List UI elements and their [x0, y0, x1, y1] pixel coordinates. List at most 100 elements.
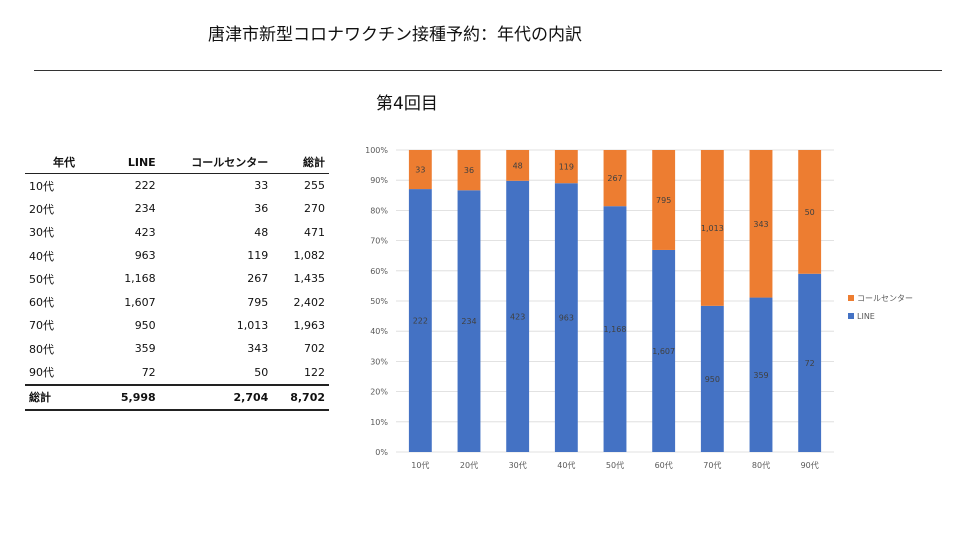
x-tick-label: 60代: [655, 460, 673, 470]
y-tick-label: 20%: [370, 388, 388, 397]
table-header-row: 年代 LINE コールセンター 総計: [25, 151, 329, 174]
data-label-callcenter: 33: [415, 166, 425, 175]
cell-age: 60代: [29, 296, 54, 310]
cell-age: 20代: [29, 202, 54, 216]
bar-line-10代: [408, 189, 432, 453]
y-tick-label: 100%: [365, 146, 388, 155]
bar-callcenter-60代: [652, 150, 676, 250]
bar-line-20代: [457, 190, 481, 452]
cell-total: 270: [304, 202, 325, 216]
cell-total-line: 5,998: [103, 383, 160, 411]
data-label-callcenter: 267: [607, 174, 622, 183]
data-label-callcenter: 48: [513, 161, 523, 170]
bar-line-70代: [700, 305, 724, 452]
bar-line-60代: [652, 249, 676, 452]
cell-age: 50代: [29, 272, 54, 286]
cell-line: 72: [141, 365, 156, 379]
cell-total-label: 総計: [25, 383, 103, 411]
legend-swatch: [848, 313, 854, 319]
data-label-line: 963: [559, 314, 574, 323]
data-label-callcenter: 1,013: [701, 224, 724, 233]
cell-line: 963: [134, 249, 156, 263]
bar-line-80代: [749, 297, 773, 452]
page-title: 唐津市新型コロナワクチン接種予約：年代の内訳: [208, 25, 582, 45]
data-label-callcenter: 50: [805, 208, 815, 217]
y-tick-label: 60%: [370, 267, 388, 276]
data-label-callcenter: 119: [559, 163, 574, 172]
y-tick-label: 10%: [370, 418, 388, 427]
table-row: 70代 950 1,013 1,963: [25, 314, 329, 337]
bar-callcenter-20代: [457, 150, 481, 191]
header-line: LINE: [103, 151, 160, 174]
x-tick-label: 10代: [411, 460, 429, 470]
bar-line-50代: [603, 206, 627, 452]
cell-age: 70代: [29, 319, 54, 333]
cell-line: 359: [134, 342, 156, 356]
cell-total: 1,082: [293, 249, 326, 263]
legend-label: LINE: [857, 312, 875, 321]
x-tick-label: 50代: [606, 460, 624, 470]
x-tick-label: 90代: [801, 460, 819, 470]
cell-total: 2,402: [293, 295, 326, 309]
bar-callcenter-70代: [700, 150, 724, 306]
data-label-callcenter: 795: [656, 196, 671, 205]
table-row: 20代 234 36 270: [25, 197, 329, 220]
y-tick-label: 50%: [370, 297, 388, 306]
cell-call-center: 795: [247, 295, 269, 309]
cell-age: 80代: [29, 342, 54, 356]
cell-total: 471: [304, 225, 325, 239]
data-label-callcenter: 343: [753, 220, 768, 229]
cell-line: 234: [134, 202, 156, 216]
table-row: 60代 1,607 795 2,402: [25, 290, 329, 313]
header-age: 年代: [25, 151, 103, 174]
bar-callcenter-30代: [506, 150, 530, 181]
data-label-line: 222: [413, 317, 428, 326]
cell-age: 40代: [29, 249, 54, 263]
cell-total-sum: 8,702: [272, 383, 329, 411]
page-subtitle: 第4回目: [376, 94, 438, 114]
cell-total: 255: [304, 179, 325, 193]
data-label-line: 1,168: [604, 325, 627, 334]
data-label-line: 359: [753, 371, 768, 380]
title-divider: [34, 70, 942, 71]
data-label-line: 1,607: [652, 347, 675, 356]
y-tick-label: 80%: [370, 206, 388, 215]
cell-total: 122: [304, 365, 325, 379]
y-tick-label: 40%: [370, 327, 388, 336]
cell-call-center: 36: [254, 202, 269, 216]
cell-line: 1,607: [124, 295, 156, 309]
bar-line-30代: [506, 180, 530, 452]
table-row: 50代 1,168 267 1,435: [25, 267, 329, 290]
cell-line: 423: [134, 225, 156, 239]
cell-line: 222: [134, 179, 156, 193]
data-label-line: 423: [510, 312, 525, 321]
x-tick-label: 40代: [557, 460, 575, 470]
bar-callcenter-90代: [798, 150, 822, 274]
header-call-center: コールセンター: [159, 151, 273, 174]
cell-total: 1,963: [293, 318, 326, 332]
cell-age: 30代: [29, 226, 54, 240]
cell-call-center: 119: [247, 249, 269, 263]
cell-total-call-center: 2,704: [159, 383, 273, 411]
y-tick-label: 0%: [375, 448, 388, 457]
data-label-callcenter: 36: [464, 166, 474, 175]
cell-total: 1,435: [293, 272, 326, 286]
cell-call-center: 267: [247, 272, 269, 286]
x-tick-label: 30代: [509, 460, 527, 470]
x-tick-label: 70代: [703, 460, 721, 470]
bar-line-40代: [554, 183, 578, 452]
cell-age: 90代: [29, 366, 54, 380]
table-row: 90代 72 50 122: [25, 360, 329, 384]
data-label-line: 234: [461, 317, 476, 326]
cell-age: 10代: [29, 179, 54, 193]
table-row: 10代 222 33 255: [25, 174, 329, 198]
data-label-line: 950: [705, 375, 720, 384]
data-label-line: 72: [805, 359, 815, 368]
y-tick-label: 90%: [370, 176, 388, 185]
bar-line-90代: [798, 273, 822, 452]
breakdown-table: 年代 LINE コールセンター 総計 10代 222 33 255 20代 234 36 2…: [25, 151, 329, 411]
cell-call-center: 343: [247, 342, 269, 356]
legend-label: コールセンター: [857, 294, 913, 303]
cell-call-center: 33: [254, 179, 269, 193]
